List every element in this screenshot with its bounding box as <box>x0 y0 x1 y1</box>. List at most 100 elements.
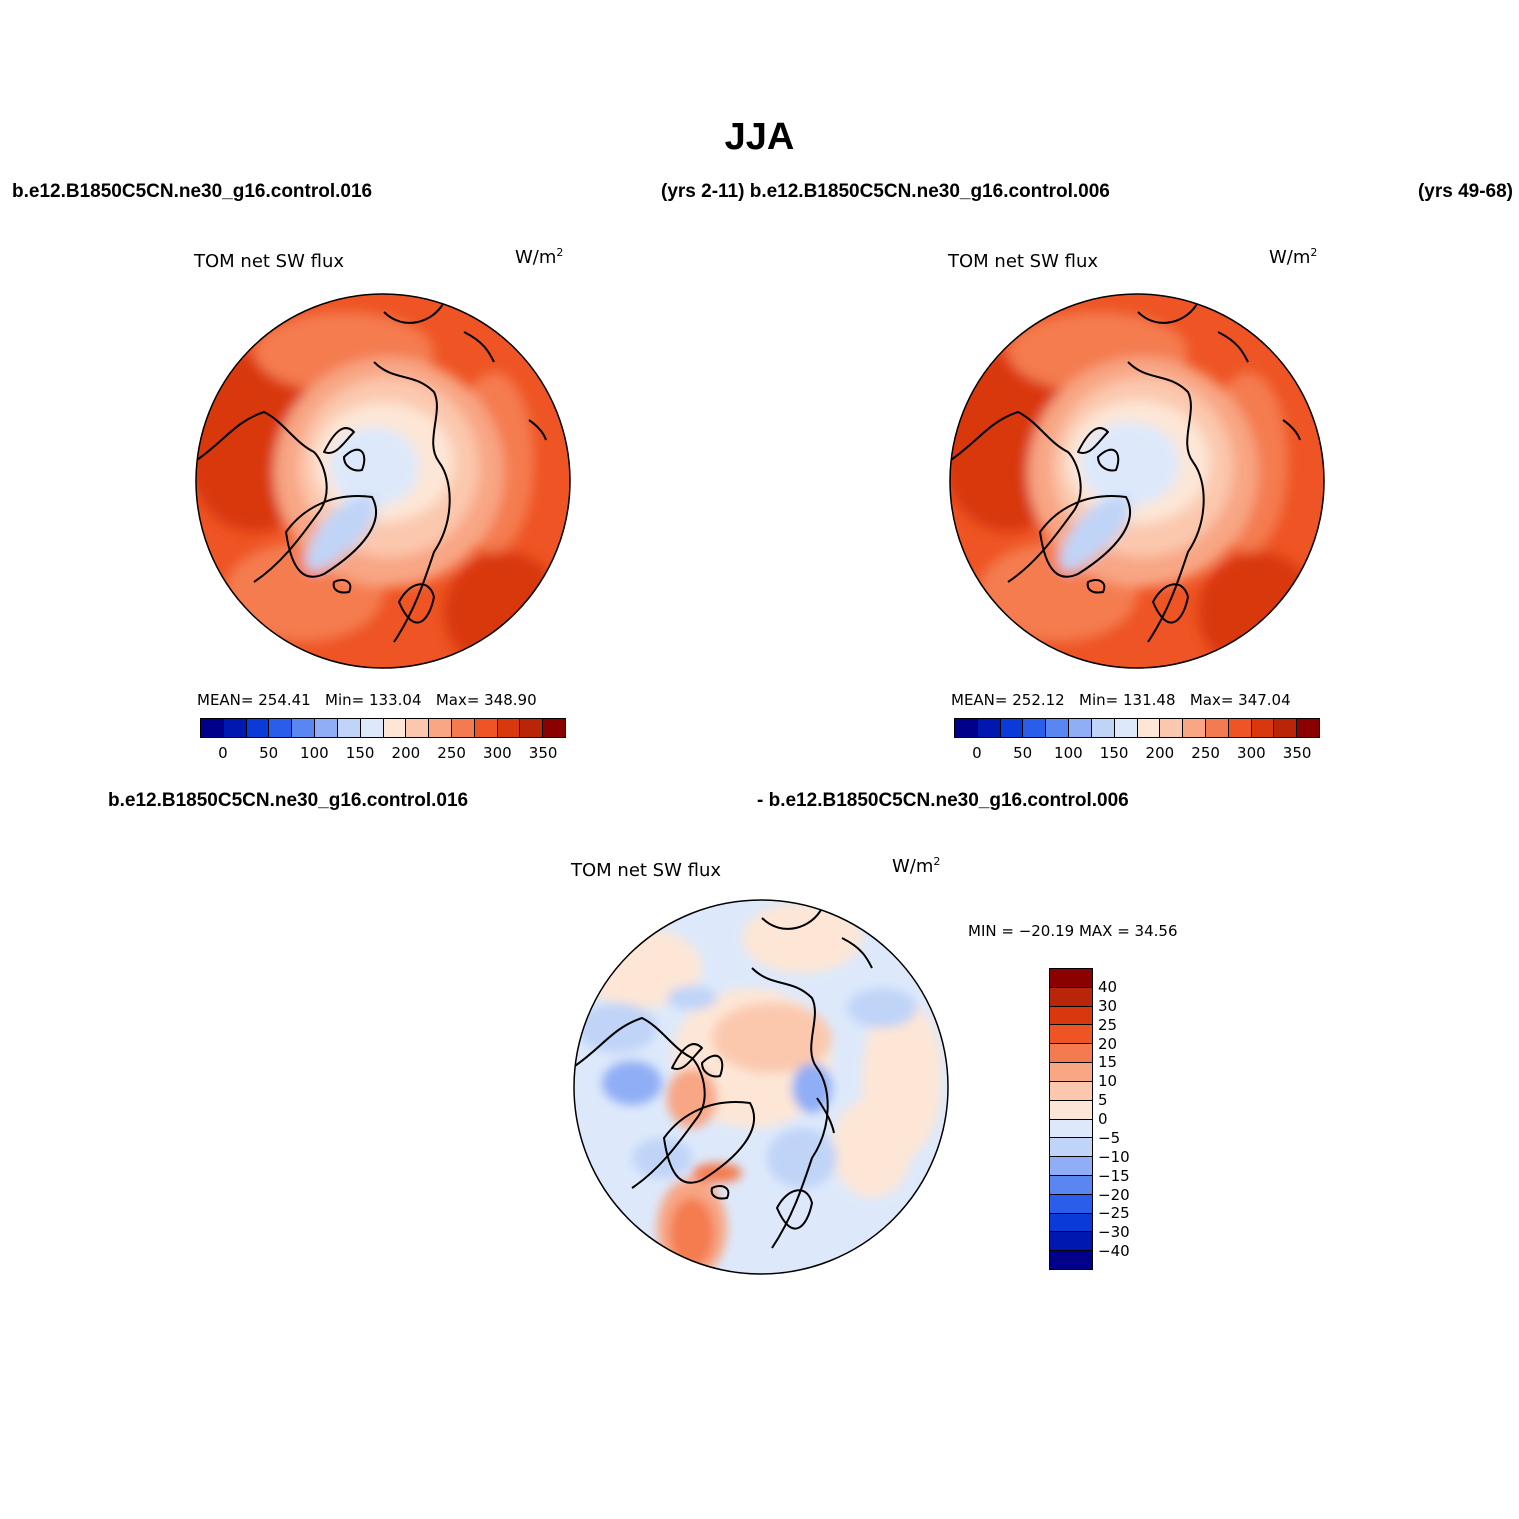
colorbar-swatch <box>1050 1231 1092 1251</box>
panel3-variable-label: TOM net SW flux <box>571 860 722 881</box>
panel3-colorbar <box>1049 968 1093 1270</box>
colorbar-tick-label: −30 <box>1098 1223 1130 1242</box>
colorbar-tick-label: 50 <box>259 744 279 762</box>
colorbar-tick-label: 30 <box>1098 996 1118 1015</box>
panel2-colorbar <box>954 718 1320 738</box>
panel1-stats: MEAN= 254.41 Min= 133.04 Max= 348.90 <box>197 691 537 709</box>
colorbar-swatch <box>1050 1193 1092 1213</box>
colorbar-swatch <box>1046 719 1070 737</box>
colorbar-swatch <box>1050 1062 1092 1081</box>
panel1-variable-label: TOM net SW flux <box>194 251 345 272</box>
colorbar-swatch <box>543 719 565 737</box>
colorbar-tick-label: 0 <box>218 744 228 762</box>
colorbar-tick-label: 0 <box>1098 1110 1108 1128</box>
panel2-stats: MEAN= 252.12 Min= 131.48 Max= 347.04 <box>951 691 1291 709</box>
colorbar-tick-label: −25 <box>1098 1204 1130 1223</box>
colorbar-swatch <box>269 719 293 737</box>
panel1-colorbar-ticks: 0 50 100 150 200 250 300 350 <box>200 744 566 762</box>
colorbar-swatch <box>292 719 316 737</box>
colorbar-swatch <box>1050 1024 1092 1044</box>
colorbar-tick-label: 20 <box>1098 1034 1118 1053</box>
colorbar-swatch <box>977 719 1001 737</box>
colorbar-tick-label: 100 <box>1054 744 1083 762</box>
colorbar-tick-label: 150 <box>1099 744 1129 762</box>
colorbar-tick-label: 25 <box>1098 1015 1118 1034</box>
colorbar-swatch <box>1050 1080 1092 1100</box>
colorbar-swatch <box>1069 719 1092 737</box>
panel1-units: W/m2 <box>515 246 564 268</box>
colorbar-swatch <box>1274 719 1298 737</box>
colorbar-tick-label: 200 <box>391 744 421 762</box>
colorbar-tick-label: −20 <box>1098 1185 1130 1204</box>
colorbar-swatch <box>1050 1043 1092 1063</box>
colorbar-tick-label: 350 <box>528 744 558 762</box>
colorbar-swatch <box>1205 719 1229 737</box>
header-years1-case2: (yrs 2-11) b.e12.B1850C5CN.ne30_g16.cont… <box>661 181 1110 202</box>
colorbar-swatch <box>955 719 978 737</box>
colorbar-swatch <box>1050 1099 1092 1119</box>
colorbar-swatch <box>406 719 430 737</box>
colorbar-swatch <box>1050 1137 1092 1157</box>
colorbar-swatch <box>1050 969 1092 987</box>
colorbar-tick-label: −10 <box>1098 1147 1130 1166</box>
panel2-polar-map <box>949 293 1325 669</box>
panel3-minmax: MIN = −20.19 MAX = 34.56 <box>968 922 1178 940</box>
panel2-units: W/m2 <box>1269 246 1318 268</box>
colorbar-swatch <box>1050 1174 1092 1194</box>
colorbar-swatch <box>497 719 521 737</box>
colorbar-tick-label: 100 <box>300 744 329 762</box>
colorbar-tick-label: 250 <box>1191 744 1220 762</box>
colorbar-swatch <box>1050 1156 1092 1175</box>
colorbar-swatch <box>1050 1250 1092 1269</box>
colorbar-swatch <box>1251 719 1275 737</box>
colorbar-swatch <box>429 719 452 737</box>
colorbar-swatch <box>451 719 475 737</box>
colorbar-tick-label: −40 <box>1098 1242 1130 1261</box>
colorbar-swatch <box>1114 719 1138 737</box>
colorbar-tick-label: 250 <box>437 744 466 762</box>
diff-header-case1: b.e12.B1850C5CN.ne30_g16.control.016 <box>108 790 469 811</box>
colorbar-swatch <box>1000 719 1024 737</box>
colorbar-swatch <box>337 719 361 737</box>
colorbar-swatch <box>1297 719 1319 737</box>
colorbar-swatch <box>360 719 384 737</box>
colorbar-tick-label: 5 <box>1098 1091 1108 1110</box>
colorbar-tick-label: −5 <box>1098 1128 1121 1147</box>
colorbar-swatch <box>474 719 498 737</box>
colorbar-tick-label: 300 <box>1237 744 1266 762</box>
colorbar-swatch <box>1228 719 1252 737</box>
panel2-variable-label: TOM net SW flux <box>948 251 1099 272</box>
panel2-colorbar-ticks: 0 50 100 150 200 250 300 350 <box>954 744 1320 762</box>
colorbar-swatch <box>1137 719 1161 737</box>
colorbar-tick-label: 350 <box>1282 744 1312 762</box>
header-years2: (yrs 49-68) <box>1417 181 1513 202</box>
colorbar-swatch <box>246 719 270 737</box>
colorbar-tick-label: 50 <box>1013 744 1033 762</box>
colorbar-swatch <box>1023 719 1047 737</box>
colorbar-swatch <box>383 719 407 737</box>
figure-title: JJA <box>724 116 795 158</box>
colorbar-tick-label: 40 <box>1098 977 1118 996</box>
colorbar-tick-label: 0 <box>972 744 982 762</box>
header-case1: b.e12.B1850C5CN.ne30_g16.control.016 <box>12 181 373 202</box>
panel1-colorbar <box>200 718 566 738</box>
colorbar-swatch <box>1091 719 1115 737</box>
colorbar-swatch <box>1050 1212 1092 1232</box>
panel3-polar-map <box>573 899 949 1275</box>
diff-header-case2: - b.e12.B1850C5CN.ne30_g16.control.006 <box>757 790 1129 811</box>
colorbar-swatch <box>520 719 544 737</box>
colorbar-tick-label: 300 <box>483 744 512 762</box>
colorbar-swatch <box>223 719 247 737</box>
colorbar-swatch <box>1050 1118 1092 1138</box>
colorbar-swatch <box>1050 1005 1092 1025</box>
panel1-polar-map <box>195 293 571 669</box>
colorbar-swatch <box>201 719 224 737</box>
colorbar-tick-label: 200 <box>1145 744 1175 762</box>
colorbar-tick-label: 150 <box>345 744 375 762</box>
colorbar-swatch <box>315 719 338 737</box>
colorbar-swatch <box>1183 719 1206 737</box>
panel3-units: W/m2 <box>892 855 941 877</box>
panel3-colorbar-ticks: −40 −30 −25 −20 −15 −10 −5 0 5 10 15 20 25 30 40 <box>1098 968 1158 1270</box>
colorbar-tick-label: 15 <box>1098 1053 1118 1072</box>
colorbar-swatch <box>1160 719 1184 737</box>
